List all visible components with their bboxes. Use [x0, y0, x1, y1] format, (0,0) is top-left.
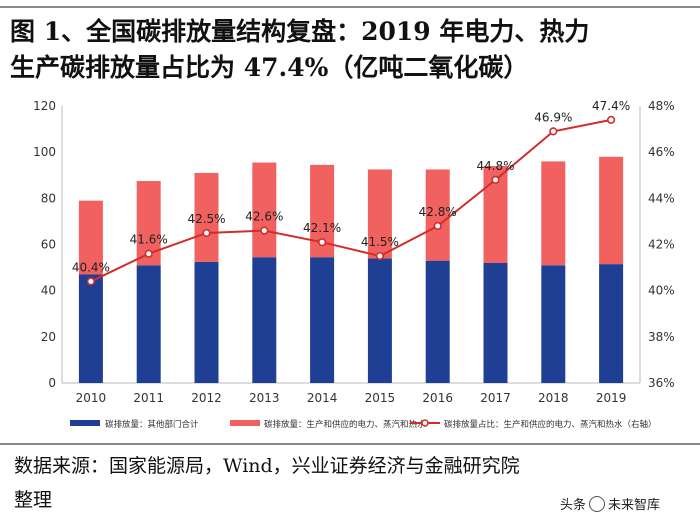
- share-data-label: 42.5%: [187, 212, 225, 226]
- bar-other: [483, 262, 508, 383]
- bar-power: [78, 200, 103, 275]
- bar-other: [136, 265, 161, 383]
- bar-other: [310, 257, 335, 383]
- share-data-label: 47.4%: [592, 99, 630, 113]
- right-tick-label: 36%: [648, 376, 675, 390]
- legend-label-other: 碳排放量：其他部门合计: [105, 419, 199, 430]
- bar-other: [425, 260, 450, 383]
- source-line-2: 整理: [14, 489, 53, 511]
- share-point: [375, 251, 385, 261]
- left-tick-label: 40: [41, 284, 56, 298]
- x-tick-label: 2012: [191, 391, 222, 405]
- share-data-label: 42.1%: [303, 221, 341, 235]
- left-tick-label: 80: [41, 191, 56, 205]
- watermark-prefix: 头条: [560, 498, 587, 513]
- bar-other: [194, 261, 219, 383]
- x-tick-label: 2013: [249, 391, 280, 405]
- chart: 0 20 40 60 80 100 120 36% 38% 40% 42% 44% 46% 48% 2010…: [33, 99, 675, 430]
- legend-label-share: 碳排放量占比：生产和供应的电力、蒸汽和热水（右轴）: [444, 419, 657, 430]
- right-tick-label: 44%: [648, 191, 675, 205]
- source-line-1: 数据来源：国家能源局，Wind，兴业证券经济与金融研究院: [14, 455, 520, 477]
- share-data-label: 46.9%: [534, 110, 572, 124]
- share-point: [144, 249, 153, 258]
- watermark-logo-icon: [589, 496, 606, 512]
- legend-label-power: 碳排放量：生产和供应的电力、蒸汽和热水: [264, 419, 426, 430]
- right-tick-label: 38%: [648, 330, 675, 344]
- watermark: 头条 未来智库: [560, 494, 660, 513]
- right-tick-label: 42%: [648, 238, 675, 252]
- x-tick-label: 2011: [133, 391, 164, 405]
- left-tick-label: 0: [48, 376, 56, 390]
- left-tick-label: 60: [41, 238, 56, 252]
- watermark-name: 未来智库: [608, 498, 661, 513]
- bar-other: [78, 274, 103, 383]
- share-point: [202, 228, 211, 238]
- share-data-label: 44.8%: [476, 159, 514, 173]
- bar-power: [599, 156, 624, 265]
- share-point: [606, 115, 616, 124]
- x-tick-label: 2018: [538, 391, 569, 405]
- share-point: [491, 175, 500, 184]
- bar-power: [541, 161, 566, 266]
- bar-power: [252, 162, 277, 258]
- x-tick-label: 2016: [422, 391, 453, 405]
- x-tick-label: 2014: [307, 391, 338, 405]
- share-point: [86, 277, 95, 286]
- source-note: 数据来源：国家能源局，Wind，兴业证券经济与金融研究院 整理: [14, 449, 694, 517]
- share-point: [549, 127, 558, 136]
- title-line-2: 生产碳排放量占比为 47.4%（亿吨二氧化碳）: [10, 53, 529, 82]
- share-data-label: 40.4%: [72, 260, 110, 274]
- figure-title: 图 1、全国碳排放量结构复盘：2019 年电力、热力 生产碳排放量占比为 47.…: [10, 14, 690, 86]
- legend-swatch-marker: [421, 419, 429, 427]
- bar-power: [425, 169, 450, 261]
- bar-other: [252, 257, 277, 383]
- share-line: [90, 118, 612, 283]
- bar-other: [599, 264, 624, 383]
- top-rule: [0, 6, 700, 8]
- left-tick-label: 120: [33, 99, 56, 113]
- right-tick-label: 48%: [648, 99, 675, 113]
- legend-swatch-power: [230, 420, 260, 426]
- right-tick-label: 46%: [648, 145, 675, 159]
- bar-other: [541, 265, 566, 383]
- bar-other: [367, 258, 392, 383]
- bar-power: [194, 172, 219, 262]
- share-data-label: 41.5%: [361, 235, 399, 249]
- bar-power: [367, 169, 392, 259]
- share-point: [318, 238, 327, 247]
- share-data-label: 41.6%: [130, 233, 168, 247]
- x-tick-label: 2015: [365, 391, 396, 405]
- x-tick-label: 2017: [480, 391, 511, 405]
- legend-swatch-other: [70, 420, 100, 426]
- x-tick-label: 2019: [596, 391, 627, 405]
- share-data-label: 42.6%: [245, 210, 283, 224]
- right-tick-label: 40%: [648, 284, 675, 298]
- title-line-1: 图 1、全国碳排放量结构复盘：2019 年电力、热力: [10, 17, 590, 46]
- share-point: [260, 226, 269, 235]
- share-data-label: 42.8%: [419, 205, 457, 219]
- left-tick-label: 20: [41, 330, 56, 344]
- bottom-rule: [0, 443, 700, 445]
- left-tick-label: 100: [33, 145, 56, 159]
- x-tick-label: 2010: [76, 391, 107, 405]
- share-point: [433, 221, 442, 231]
